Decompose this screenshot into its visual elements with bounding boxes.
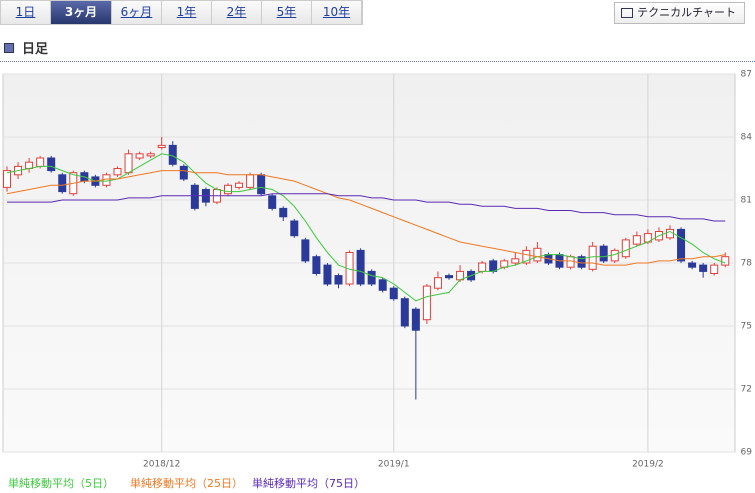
candle-body (433, 277, 442, 289)
technical-chart-button[interactable]: テクニカルチャート (614, 2, 745, 24)
legend-entry: 単純移動平均（5日） (8, 476, 114, 490)
candle-body (533, 247, 542, 262)
y-tick-label: 75 (741, 322, 752, 332)
candle-body (290, 220, 299, 237)
x-tick-label: 2019/2 (632, 460, 664, 470)
candle-body (356, 249, 365, 285)
candle-body (478, 262, 487, 272)
candle-body (588, 245, 597, 270)
candle-body (323, 264, 332, 285)
legend-entry: 単純移動平均（25日） (130, 476, 243, 490)
candle-body (301, 239, 310, 262)
moving-average-line (7, 193, 726, 222)
candle-body (279, 207, 288, 218)
period-label: 日足 (4, 38, 48, 57)
period-tab[interactable]: 1日 (1, 1, 51, 24)
candle-body (268, 195, 277, 209)
tabs: 1日 3ヶ月 6ヶ月 1年 2年 5年 10年 (0, 0, 363, 25)
period-tab[interactable]: 6ヶ月 (112, 1, 162, 24)
candle-body (334, 275, 343, 285)
moving-average-line (6, 170, 726, 266)
candle-body (688, 262, 697, 268)
moving-average-line (6, 153, 726, 302)
candle-body (710, 264, 719, 275)
candle-body (666, 228, 674, 239)
candle-body (721, 256, 730, 266)
candle-body (190, 184, 199, 209)
candle-body (677, 228, 686, 262)
y-tick-label: 84 (741, 133, 753, 143)
y-tick-label: 81 (741, 196, 752, 206)
candle-body (599, 245, 608, 262)
period-tab[interactable]: 5年 (262, 1, 312, 24)
period-tab[interactable]: 1年 (162, 1, 212, 24)
period-tab[interactable]: 10年 (312, 1, 362, 24)
candle-body (621, 239, 630, 258)
candle-body (632, 235, 641, 245)
separator (0, 61, 755, 62)
y-tick-label: 69 (741, 448, 753, 458)
candle-body (422, 285, 431, 321)
candle-body (445, 275, 453, 279)
candle-body (699, 264, 708, 272)
x-tick-label: 2019/1 (378, 460, 410, 470)
candle-body (411, 308, 420, 331)
candle-body (146, 153, 155, 157)
candle-body (47, 157, 56, 172)
candle-body (179, 165, 188, 180)
x-tick-label: 2018/12 (143, 460, 180, 470)
candle-body (511, 258, 520, 264)
candle-body (378, 279, 387, 291)
candle-body (157, 144, 166, 148)
period-tab[interactable]: 3ヶ月 (51, 1, 112, 24)
candle-body (113, 168, 122, 176)
candle-body (168, 144, 177, 165)
candle-body (36, 157, 45, 167)
y-tick-label: 72 (741, 385, 752, 395)
candle-body (566, 256, 575, 268)
candle-body (489, 260, 498, 272)
legend-entry: 単純移動平均（75日） (252, 476, 365, 490)
candle-body (400, 298, 409, 327)
candle-body (58, 174, 67, 193)
candle-body (312, 256, 321, 275)
candle-body (246, 174, 255, 188)
candle-body (257, 174, 266, 195)
y-tick-label: 87 (741, 70, 752, 80)
period-tab[interactable]: 2年 (212, 1, 262, 24)
candle-body (610, 249, 619, 262)
candle-body (124, 153, 133, 174)
candle-body (235, 182, 244, 188)
candle-body (224, 184, 232, 195)
candle-body (3, 170, 11, 188)
candle-body (522, 249, 531, 264)
y-tick-label: 78 (741, 259, 753, 269)
candle-body (367, 270, 376, 285)
candle-body (102, 174, 111, 186)
candle-body (135, 153, 144, 159)
candle-body (389, 287, 398, 300)
